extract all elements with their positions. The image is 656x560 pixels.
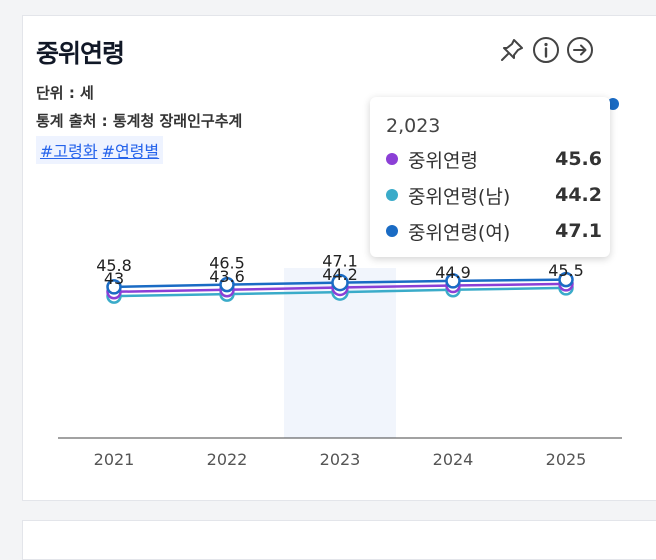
legend-dot-icon xyxy=(386,153,398,165)
data-label: 44.9 xyxy=(435,263,471,282)
legend-dot-icon xyxy=(386,225,398,237)
legend-dot-icon xyxy=(386,189,398,201)
data-point[interactable] xyxy=(558,271,574,288)
data-point[interactable] xyxy=(219,276,235,293)
info-icon[interactable] xyxy=(532,36,560,64)
chart-tooltip: 2,023 중위연령 45.6 중위연령(남) 44.2 중위연령(여) 47.1 xyxy=(370,97,610,257)
card-title: 중위연령 xyxy=(36,39,125,68)
data-point[interactable] xyxy=(106,279,122,295)
data-label: 43.6 xyxy=(209,267,245,286)
tooltip-series-name: 중위연령(여) xyxy=(408,221,511,244)
data-label: 45.8 xyxy=(96,256,132,275)
line-chart: 45.843 46.543.6 47.144.2 44.9 45.5 2021 2022 2… xyxy=(58,252,622,469)
data-label: 47.1 xyxy=(322,252,358,271)
source-label: 통계 출처 : 통계청 장래인구추계 xyxy=(36,112,243,130)
tooltip-series-name: 중위연령 xyxy=(408,149,478,172)
data-label: 46.5 xyxy=(209,254,245,273)
card-actions xyxy=(498,36,594,64)
data-point[interactable] xyxy=(331,273,349,292)
data-label: 45.5 xyxy=(548,261,584,280)
tooltip-series-value: 45.6 xyxy=(555,148,602,170)
tooltip-series-value: 47.1 xyxy=(555,220,602,242)
tooltip-row: 중위연령(여) 47.1 xyxy=(386,217,602,245)
pin-icon[interactable] xyxy=(498,36,526,64)
x-tick-label: 2021 xyxy=(94,450,135,469)
tooltip-header: 2,023 xyxy=(386,115,441,137)
tooltip-series-value: 44.2 xyxy=(555,184,602,206)
data-label: 43 xyxy=(104,269,124,288)
x-tick-label: 2025 xyxy=(546,450,587,469)
tooltip-row: 중위연령 45.6 xyxy=(386,145,602,173)
tooltip-series-name: 중위연령(남) xyxy=(408,185,511,208)
tag-list: #고령화 #연령별 xyxy=(36,136,164,164)
data-point[interactable] xyxy=(445,273,461,289)
tag-aging[interactable]: #고령화 xyxy=(40,142,98,161)
x-tick-label: 2022 xyxy=(207,450,248,469)
data-label: 44.2 xyxy=(322,265,358,284)
unit-label: 단위 : 세 xyxy=(36,84,94,102)
tag-by-age[interactable]: #연령별 xyxy=(101,142,160,161)
tooltip-row: 중위연령(남) 44.2 xyxy=(386,181,602,209)
x-tick-label: 2023 xyxy=(320,450,361,469)
x-tick-label: 2024 xyxy=(433,450,474,469)
arrow-right-circle-icon[interactable] xyxy=(566,36,594,64)
legend-peek-dot xyxy=(607,98,619,110)
